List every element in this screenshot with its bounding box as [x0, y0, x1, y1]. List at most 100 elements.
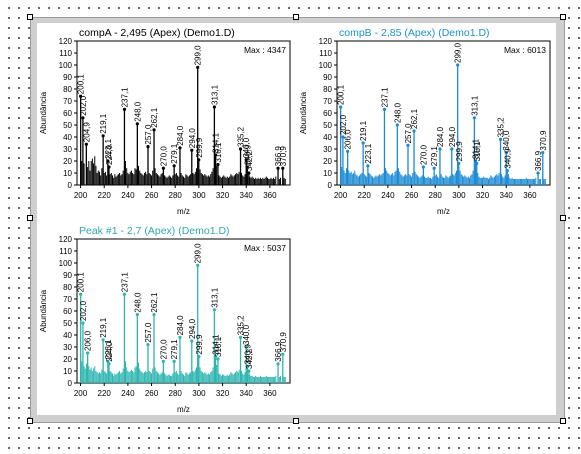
peak-marker — [152, 128, 156, 132]
y-axis-label: Abundância — [39, 91, 48, 134]
peak-label: 366,9 — [274, 341, 283, 362]
y-tick-label: 50 — [63, 319, 72, 328]
peak-label: 248,0 — [393, 102, 402, 123]
peak-marker — [161, 166, 165, 170]
peak-marker — [406, 143, 410, 147]
peak-label: 313,1 — [210, 287, 219, 308]
peak-marker — [84, 142, 88, 146]
y-tick-label: 90 — [63, 73, 72, 82]
peak-marker — [81, 116, 85, 120]
peak-marker — [341, 135, 345, 139]
peak-label: 248,0 — [133, 101, 142, 122]
peak-marker — [276, 166, 280, 170]
peak-marker — [135, 122, 139, 126]
x-tick-label: 220 — [358, 191, 372, 200]
peak-label: 219,1 — [99, 317, 108, 338]
resize-handle[interactable] — [560, 14, 566, 20]
x-axis-label: m/z — [177, 207, 190, 216]
peak-marker — [178, 335, 182, 339]
peak-label: 299,9 — [455, 141, 464, 162]
peak-label: 340,9 — [503, 148, 512, 169]
spectrum-chart-peak1[interactable]: Peak #1 - 2,7 (Apex) (Demo1.D) Max : 5037… — [37, 221, 297, 416]
y-tick-label: 110 — [59, 49, 72, 58]
peak-marker — [432, 166, 436, 170]
x-tick-label: 260 — [145, 389, 159, 398]
x-tick-label: 360 — [523, 191, 537, 200]
peak-label: 257,0 — [144, 124, 153, 145]
x-tick-label: 360 — [263, 191, 277, 200]
y-tick-label: 30 — [63, 343, 72, 352]
resize-handle[interactable] — [27, 418, 33, 424]
peak-label: 237,1 — [120, 87, 129, 108]
resize-handle[interactable] — [27, 14, 33, 20]
resize-handle[interactable] — [293, 418, 299, 424]
peak-marker — [106, 159, 110, 163]
x-tick-label: 200 — [334, 191, 348, 200]
peak-label: 294,0 — [188, 318, 197, 339]
y-tick-label: 60 — [63, 307, 72, 316]
y-tick-label: 20 — [63, 355, 72, 364]
x-tick-label: 360 — [263, 389, 277, 398]
max-label: Max : 4347 — [244, 45, 286, 55]
peak-marker — [146, 145, 150, 149]
peak-label: 314,1 — [472, 138, 481, 159]
spectrum-chart-compB[interactable]: compB - 2,85 (Apex) (Demo1.D) Max : 6013 0… — [297, 23, 557, 218]
peak-label: 206,0 — [84, 330, 93, 351]
peak-marker — [457, 161, 461, 165]
y-tick-label: 100 — [59, 259, 73, 268]
peak-marker — [101, 134, 105, 138]
peak-label: 284,0 — [176, 315, 185, 336]
x-axis-label: m/z — [437, 207, 450, 216]
peak-label: 340,9 — [243, 144, 252, 165]
peak-label: 270,0 — [419, 144, 428, 165]
peak-marker — [213, 153, 218, 157]
peak-marker — [190, 148, 194, 152]
peak-marker — [247, 369, 251, 373]
x-tick-label: 220 — [98, 389, 112, 398]
peak-label: 284,0 — [436, 126, 445, 147]
x-tick-label: 320 — [476, 191, 490, 200]
peak-label: 200,1 — [337, 84, 346, 105]
peak-marker — [178, 146, 182, 150]
y-tick-label: 0 — [68, 181, 73, 190]
peak-marker — [244, 345, 248, 349]
peak-marker — [107, 362, 111, 366]
x-tick-label: 240 — [121, 191, 135, 200]
resize-handle[interactable] — [293, 14, 299, 20]
resize-handle[interactable] — [560, 418, 566, 424]
x-axis-label: m/z — [177, 405, 190, 414]
y-tick-label: 0 — [328, 181, 333, 190]
peak-marker — [421, 165, 425, 169]
y-tick-label: 10 — [63, 169, 72, 178]
peak-label: 313,1 — [470, 95, 479, 116]
y-tick-label: 70 — [63, 97, 72, 106]
x-tick-label: 320 — [216, 389, 230, 398]
peak-label: 299,0 — [194, 45, 203, 66]
peak-label: 294,0 — [448, 126, 457, 147]
x-tick-label: 340 — [240, 389, 254, 398]
y-tick-label: 40 — [323, 133, 332, 142]
max-label: Max : 5037 — [244, 243, 286, 253]
y-tick-label: 120 — [319, 37, 333, 46]
peak-marker — [541, 151, 545, 155]
y-tick-label: 100 — [59, 61, 73, 70]
peak-marker — [122, 107, 127, 111]
peak-marker — [472, 116, 476, 120]
peak-label: 340,9 — [243, 344, 252, 365]
x-tick-label: 340 — [500, 191, 514, 200]
peak-marker — [213, 355, 218, 359]
y-axis-label: Abundância — [299, 91, 308, 134]
y-tick-label: 50 — [63, 121, 72, 130]
resize-handle[interactable] — [27, 215, 33, 221]
chart-title: compA - 2,495 (Apex) (Demo1.D) — [79, 27, 235, 39]
peak-marker — [101, 338, 105, 342]
peak-label: 313,1 — [210, 84, 219, 105]
resize-handle[interactable] — [560, 215, 566, 221]
peak-marker — [456, 63, 460, 67]
peak-marker — [196, 65, 200, 69]
y-tick-label: 10 — [323, 169, 332, 178]
peak-marker — [366, 164, 370, 168]
peak-marker — [81, 321, 85, 325]
peak-label: 224,0 — [105, 341, 114, 362]
spectrum-chart-compA[interactable]: compA - 2,495 (Apex) (Demo1.D) Max : 4347… — [37, 23, 297, 218]
